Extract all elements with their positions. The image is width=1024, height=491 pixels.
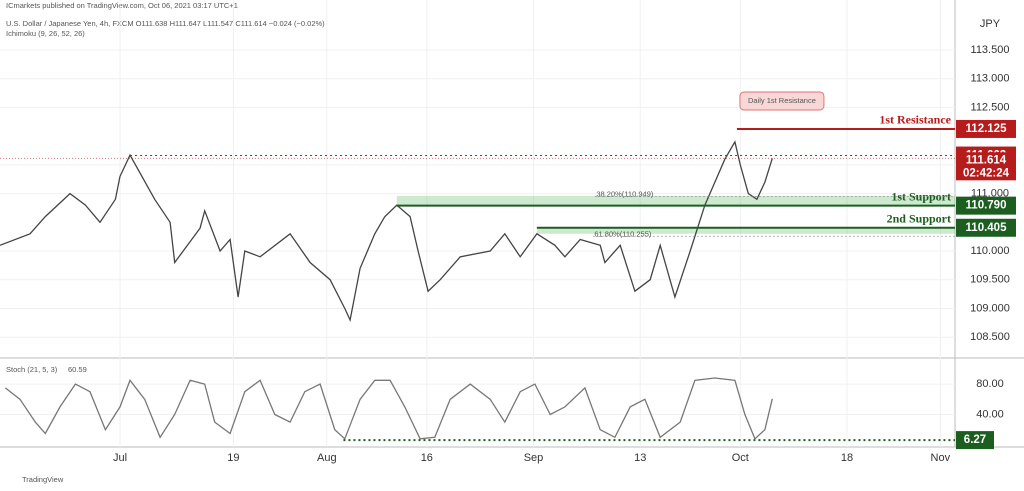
x-tick-label: Aug (317, 452, 337, 464)
stoch-level-value: 6.27 (964, 434, 986, 446)
currency: JPY (980, 18, 1001, 30)
x-tick-label: Oct (732, 452, 749, 464)
last-value: 111.614 (966, 154, 1007, 166)
y-tick-label: 80.00 (976, 378, 1004, 390)
support-zone (396, 195, 955, 206)
countdown: 02:42:24 (963, 167, 1010, 179)
level-value-box (956, 196, 1016, 215)
fib-label: 38.20%(110.949) (596, 189, 653, 198)
stoch-level-box (956, 431, 994, 450)
y-tick-label: 113.000 (971, 73, 1010, 85)
level-value-box (956, 218, 1016, 237)
fib-label: 61.80%(110.255) (594, 229, 651, 238)
y-tick-label: 108.500 (970, 331, 1010, 343)
x-tick-label: 13 (634, 452, 646, 464)
y-tick-label: 113.500 (971, 44, 1010, 56)
footer: TradingView (22, 475, 64, 484)
support-zone (536, 227, 955, 234)
stoch-last: 60.59 (68, 365, 87, 374)
y-tick-label: 111.000 (971, 187, 1009, 199)
y-tick-label: 40.00 (976, 408, 1004, 420)
y-tick-label: 109.000 (970, 302, 1010, 314)
indicator-label: Ichimoku (9, 26, 52, 26) (6, 29, 85, 38)
level-label: 1st Support (891, 189, 951, 203)
x-tick-label: Jul (113, 452, 127, 464)
x-tick-label: 18 (841, 452, 853, 464)
x-tick-label: 19 (227, 452, 239, 464)
level-label: 2nd Support (887, 212, 951, 226)
y-tick-label: 112.500 (971, 101, 1010, 113)
symbol-info: U.S. Dollar / Japanese Yen, 4h, FXCM O11… (6, 19, 325, 28)
callout-box (739, 91, 825, 111)
series-line (4, 377, 773, 440)
last-box (956, 152, 1016, 181)
series-line (0, 140, 773, 323)
level-value-box (956, 119, 1016, 138)
stoch-label: Stoch (21, 5, 3) (6, 365, 58, 374)
level-value: 110.405 (966, 222, 1008, 234)
x-tick-label: Nov (931, 452, 951, 464)
level-value: 112.125 (966, 123, 1008, 135)
callout-text: Daily 1st Resistance (748, 96, 816, 105)
publisher: ICmarkets published on TradingView.com, … (6, 1, 238, 10)
y-tick-label: 110.000 (971, 245, 1010, 257)
x-tick-label: 16 (421, 452, 433, 464)
y-tick-label: 109.500 (970, 274, 1010, 286)
level-value: 110.790 (966, 200, 1007, 212)
level-label: 1st Resistance (879, 113, 951, 127)
x-tick-label: Sep (524, 452, 544, 464)
